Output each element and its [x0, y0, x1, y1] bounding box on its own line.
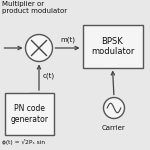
Bar — [4, 93, 54, 135]
Text: ϕ(t) = √2Pₛ sin: ϕ(t) = √2Pₛ sin — [2, 139, 45, 145]
Text: c(t): c(t) — [43, 72, 55, 79]
Text: PN code
generator: PN code generator — [10, 104, 48, 124]
Circle shape — [26, 34, 52, 62]
Text: Carrier: Carrier — [102, 124, 126, 130]
Text: BPSK
modulator: BPSK modulator — [91, 37, 134, 56]
Bar — [82, 26, 142, 68]
Text: Multiplier or
product modulator: Multiplier or product modulator — [2, 1, 67, 14]
Circle shape — [103, 98, 124, 118]
Text: m(t): m(t) — [60, 36, 75, 43]
